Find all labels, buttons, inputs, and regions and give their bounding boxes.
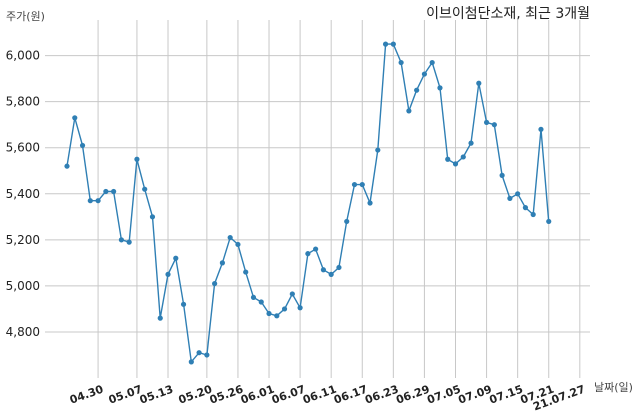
data-points (64, 41, 552, 365)
y-tick-label: 5,800 (6, 95, 40, 109)
data-point (274, 313, 280, 319)
data-point (437, 85, 443, 91)
data-point (398, 59, 404, 66)
data-point (258, 299, 264, 305)
data-point (243, 269, 249, 275)
data-point (165, 271, 171, 277)
data-point (344, 218, 350, 225)
data-point (460, 154, 466, 160)
data-point (188, 359, 194, 365)
data-point (530, 211, 536, 218)
data-point (281, 306, 288, 312)
y-axis-ticks: 4,800 5,000 5,200 5,400 5,600 5,800 6,000 (6, 49, 40, 339)
data-point (204, 352, 210, 358)
x-tick-label: 04.30 (68, 382, 105, 406)
data-point (250, 294, 257, 301)
data-point (421, 71, 428, 77)
y-tick-label: 6,000 (6, 49, 40, 63)
data-point (476, 80, 482, 86)
data-point (103, 188, 109, 195)
data-point (452, 161, 459, 167)
data-point (173, 255, 179, 261)
data-point (538, 126, 544, 132)
data-point (351, 181, 358, 188)
data-point (515, 191, 521, 197)
data-point (406, 108, 412, 114)
data-point (118, 237, 124, 243)
data-point (289, 291, 295, 297)
data-point (126, 239, 132, 245)
data-point (95, 198, 101, 204)
data-point (180, 301, 187, 307)
gridlines (45, 20, 590, 378)
data-point (320, 267, 327, 273)
x-tick-label: 05.13 (138, 383, 175, 407)
data-point (212, 280, 218, 287)
data-point (134, 156, 140, 162)
data-point (429, 59, 435, 66)
price-line (66, 43, 550, 364)
data-point (79, 142, 86, 149)
data-point (359, 181, 365, 188)
data-point (328, 271, 334, 277)
y-tick-label: 5,600 (6, 141, 40, 155)
data-point (522, 205, 529, 211)
data-point (196, 350, 202, 356)
data-point (375, 147, 381, 153)
data-point (468, 140, 474, 146)
y-tick-label: 5,000 (6, 279, 40, 293)
data-point (382, 41, 389, 47)
x-axis-title: 날짜(일) (594, 380, 633, 394)
data-point (64, 163, 70, 169)
data-point (390, 41, 396, 47)
data-point (313, 246, 319, 252)
data-point (157, 315, 163, 321)
data-point (111, 188, 117, 195)
y-tick-label: 5,400 (6, 187, 40, 201)
data-point (336, 264, 342, 271)
data-point (72, 115, 78, 121)
y-tick-label: 4,800 (6, 325, 40, 339)
data-point (235, 241, 241, 248)
data-point (297, 305, 303, 311)
data-point (483, 119, 490, 126)
data-point (491, 122, 497, 128)
y-axis-title: 주가(원) (6, 10, 45, 23)
data-point (499, 172, 505, 178)
data-point (546, 218, 552, 225)
data-point (149, 214, 156, 220)
data-point (219, 260, 225, 266)
data-point (227, 234, 233, 241)
data-point (87, 198, 93, 204)
data-point (142, 186, 148, 192)
data-point (367, 200, 373, 206)
data-point (266, 310, 272, 317)
data-point (305, 251, 311, 257)
y-tick-label: 5,200 (6, 233, 40, 247)
chart-title: 이브이첨단소재, 최근 3개월 (426, 6, 590, 22)
data-point (414, 87, 420, 93)
data-point (445, 156, 451, 162)
data-point (507, 195, 513, 201)
